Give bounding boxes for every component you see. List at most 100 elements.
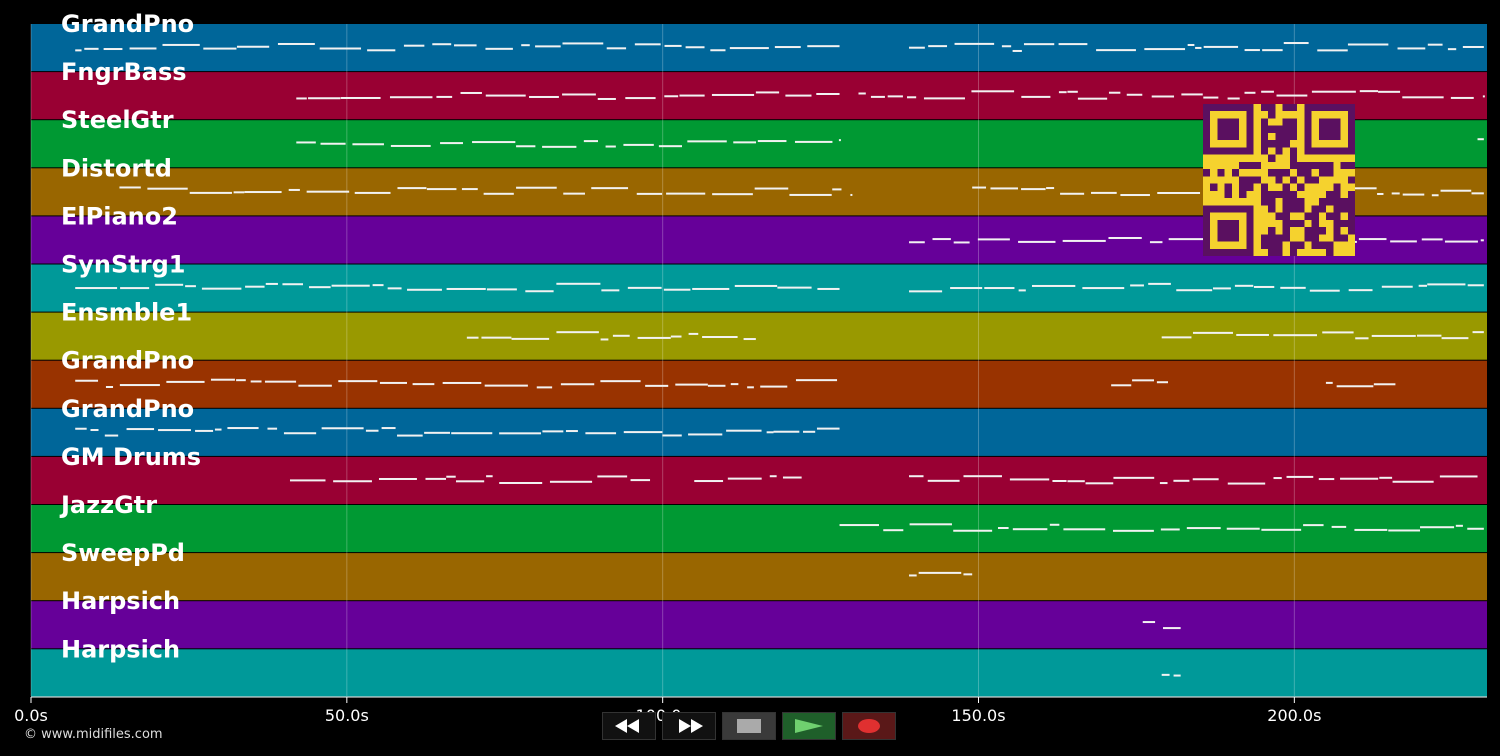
note bbox=[1012, 528, 1048, 531]
qr-module bbox=[1347, 219, 1355, 228]
qr-module bbox=[1217, 118, 1240, 141]
qr-module bbox=[1333, 183, 1341, 191]
note bbox=[766, 431, 774, 434]
note bbox=[1244, 91, 1256, 94]
qr-module bbox=[1260, 183, 1269, 191]
qr-module bbox=[1304, 161, 1312, 170]
qr-module bbox=[1268, 169, 1276, 177]
qr-module bbox=[1311, 227, 1319, 235]
note bbox=[1021, 95, 1051, 98]
note bbox=[597, 97, 616, 100]
play-button[interactable] bbox=[782, 712, 836, 740]
qr-module bbox=[1289, 147, 1298, 155]
note bbox=[1181, 93, 1203, 96]
note bbox=[1192, 331, 1233, 334]
note bbox=[1212, 287, 1231, 290]
track-label: ElPiano2 bbox=[61, 202, 178, 230]
note bbox=[928, 45, 948, 48]
note bbox=[1427, 43, 1443, 46]
qr-module bbox=[1275, 176, 1283, 184]
note bbox=[625, 97, 656, 100]
note bbox=[1023, 43, 1055, 46]
note bbox=[1148, 282, 1171, 285]
qr-module bbox=[1253, 176, 1261, 184]
qr-module bbox=[1260, 198, 1269, 206]
note bbox=[972, 186, 987, 189]
qr-module bbox=[1340, 234, 1348, 242]
qr-module bbox=[1297, 219, 1305, 228]
note bbox=[1144, 48, 1186, 51]
track-label: Harpsich bbox=[61, 587, 180, 615]
note bbox=[436, 95, 453, 98]
note bbox=[1283, 42, 1309, 45]
note bbox=[757, 140, 787, 143]
note bbox=[634, 43, 661, 46]
note bbox=[1058, 91, 1067, 94]
note bbox=[516, 186, 557, 189]
note bbox=[909, 574, 917, 577]
note bbox=[306, 190, 350, 193]
note bbox=[816, 427, 840, 430]
note bbox=[1346, 187, 1377, 190]
qr-module bbox=[1268, 227, 1276, 235]
note bbox=[734, 284, 778, 287]
qr-module bbox=[1311, 212, 1319, 220]
qr-module bbox=[1318, 118, 1341, 141]
qr-module bbox=[1239, 176, 1247, 184]
qr-module bbox=[1260, 190, 1269, 199]
note bbox=[782, 476, 802, 479]
note bbox=[432, 43, 452, 46]
qr-module bbox=[1289, 154, 1298, 162]
copyright-credit: © www.midifiles.com bbox=[24, 727, 163, 742]
note bbox=[1340, 477, 1379, 480]
note bbox=[984, 287, 1015, 290]
note bbox=[679, 94, 705, 97]
note bbox=[1467, 527, 1484, 530]
note bbox=[858, 92, 866, 95]
note bbox=[407, 288, 442, 291]
qr-module bbox=[1347, 161, 1355, 170]
track-lane bbox=[31, 649, 1487, 697]
note bbox=[953, 529, 993, 532]
fast-forward-button[interactable] bbox=[662, 712, 716, 740]
note bbox=[1280, 286, 1306, 289]
note bbox=[338, 380, 378, 383]
rewind-button[interactable] bbox=[602, 712, 656, 740]
qr-module bbox=[1268, 205, 1276, 213]
note bbox=[585, 432, 617, 435]
note bbox=[381, 427, 396, 430]
note bbox=[1052, 480, 1067, 483]
note bbox=[662, 434, 682, 437]
note bbox=[1391, 192, 1400, 195]
note bbox=[932, 238, 951, 241]
note bbox=[760, 385, 788, 388]
note bbox=[597, 475, 628, 478]
note bbox=[1273, 477, 1282, 480]
stop-button[interactable] bbox=[722, 712, 776, 740]
qr-module bbox=[1268, 198, 1276, 206]
record-button[interactable] bbox=[842, 712, 896, 740]
time-grid bbox=[30, 24, 1295, 696]
qr-module bbox=[1297, 205, 1305, 213]
note bbox=[84, 47, 99, 50]
qr-module bbox=[1326, 241, 1334, 249]
note bbox=[773, 430, 800, 433]
note bbox=[1077, 97, 1108, 100]
note bbox=[403, 44, 425, 47]
track-label: Distortd bbox=[61, 154, 172, 182]
note bbox=[460, 91, 482, 94]
qr-module bbox=[1268, 248, 1276, 256]
note bbox=[236, 45, 270, 48]
note bbox=[664, 95, 679, 98]
track-lane bbox=[31, 505, 1487, 553]
note bbox=[795, 379, 838, 382]
note bbox=[1325, 381, 1333, 384]
note bbox=[308, 97, 341, 100]
note bbox=[591, 187, 629, 190]
qr-module bbox=[1289, 104, 1298, 112]
note bbox=[601, 289, 620, 292]
note bbox=[729, 47, 769, 50]
qr-module bbox=[1282, 183, 1290, 191]
note bbox=[267, 427, 278, 430]
qr-module bbox=[1333, 234, 1341, 242]
